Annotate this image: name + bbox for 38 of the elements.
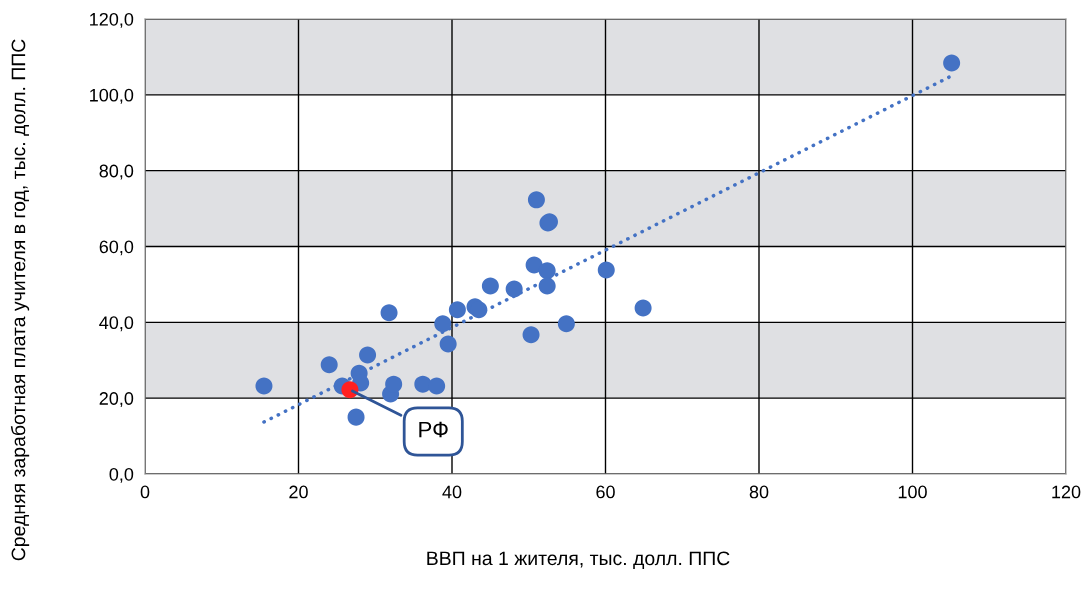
point: [557, 315, 575, 333]
point: [380, 304, 398, 322]
x-axis-title: ВВП на 1 жителя, тыс. долл. ППС: [427, 551, 730, 569]
x-tick-label: 40: [442, 485, 462, 499]
point: [434, 315, 452, 333]
y-tick-label: 60,0: [99, 240, 134, 256]
point: [527, 191, 545, 209]
y-tick-label: 120,0: [90, 12, 134, 28]
x-tick-label: 60: [596, 485, 615, 499]
point: [359, 346, 377, 364]
point: [597, 261, 615, 279]
x-tick-label: 80: [749, 485, 769, 499]
y-tick-label: 0,0: [109, 467, 134, 483]
point: [385, 375, 403, 393]
point: [255, 377, 273, 395]
point: [505, 280, 523, 298]
point: [448, 301, 466, 319]
point: [538, 277, 556, 295]
point: [428, 377, 446, 395]
x-tick-label: 20: [289, 485, 308, 499]
point: [347, 408, 365, 426]
x-tick-label: 120: [1052, 485, 1081, 499]
point: [439, 335, 457, 353]
y-tick-label: 20,0: [99, 392, 134, 408]
point: [943, 54, 961, 72]
point: [481, 277, 499, 295]
annotation: РФ: [419, 421, 448, 438]
point: [634, 299, 652, 317]
point: [470, 301, 488, 319]
x-tick-label: 100: [898, 485, 927, 499]
y-tick-label: 40,0: [99, 316, 134, 332]
x-tick-label: 0: [140, 485, 150, 499]
point: [320, 356, 338, 374]
point: [522, 326, 540, 344]
y-tick-label: 100,0: [90, 88, 134, 104]
point: [538, 262, 556, 280]
y-tick-label: 80,0: [99, 164, 134, 180]
y-axis-title: Средняя заработная плата учителя в год, тыс. долл. ППС: [10, 39, 30, 561]
